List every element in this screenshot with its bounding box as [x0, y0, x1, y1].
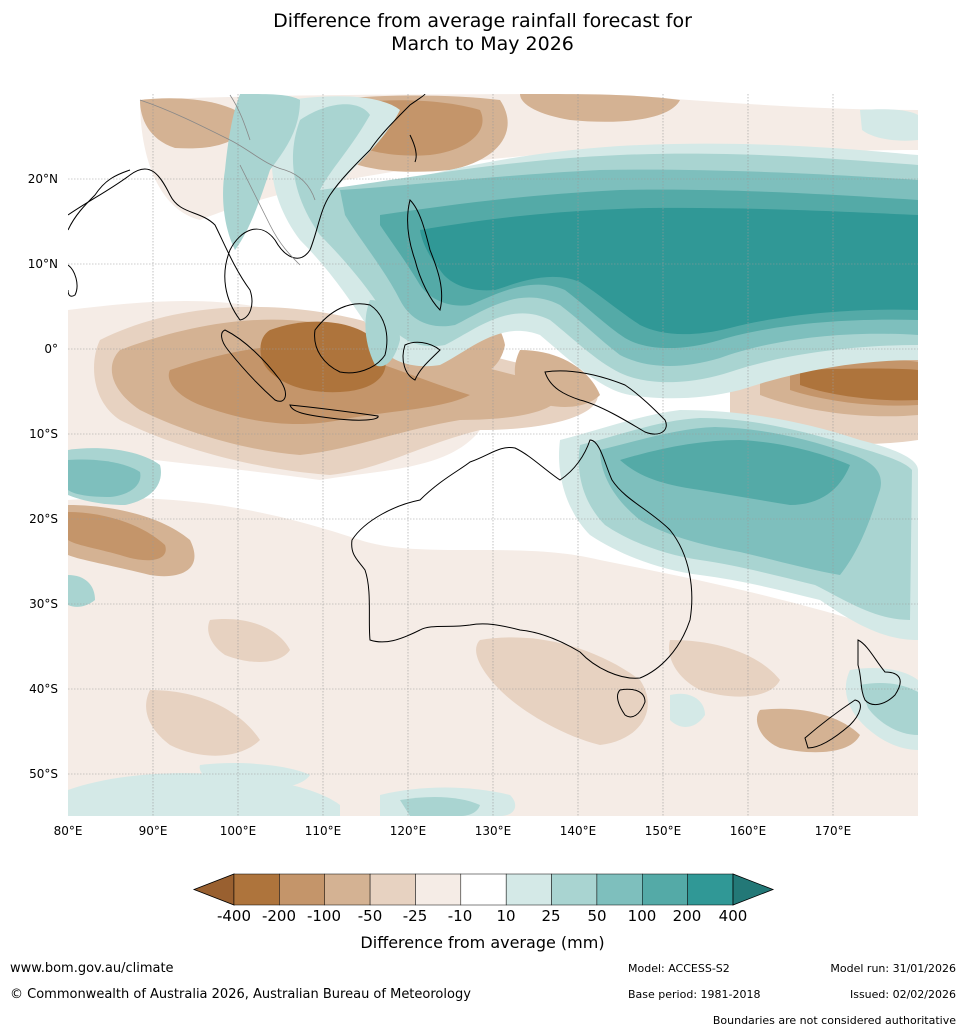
- lat-label-0: 0°: [44, 342, 58, 356]
- australia-coastline: [351, 439, 693, 679]
- legend-tick-minus-200: -200: [261, 907, 297, 925]
- legend-arrow-low: [192, 873, 235, 906]
- japan-taiwan-coastline: [409, 134, 417, 163]
- lon-label-130e: 130°E: [474, 824, 512, 838]
- model-name: Model: ACCESS-S2: [628, 962, 730, 975]
- legend-bar: [192, 873, 775, 906]
- legend-tick-minus-50: -50: [357, 907, 383, 925]
- legend-swatch: [279, 873, 325, 906]
- map-title: Difference from average rainfall forecas…: [0, 10, 965, 56]
- lon-label-100e: 100°E: [219, 824, 257, 838]
- lon-label-90e: 90°E: [138, 824, 168, 838]
- legend-swatch: [324, 873, 371, 906]
- legend-tick-25: 25: [541, 907, 561, 925]
- legend-swatch: [642, 873, 688, 906]
- country-borders: [139, 94, 316, 266]
- legend-tick-100: 100: [627, 907, 657, 925]
- legend-swatch: [551, 873, 598, 906]
- lat-label-10s: 10°S: [29, 427, 58, 441]
- legend-tick-200: 200: [672, 907, 702, 925]
- legend-tick-10: 10: [496, 907, 516, 925]
- copyright-notice: © Commonwealth of Australia 2026, Austra…: [10, 987, 471, 1002]
- borneo-coastline: [314, 303, 388, 374]
- legend-tick-minus-400: -400: [216, 907, 252, 925]
- lon-label-110e: 110°E: [304, 824, 342, 838]
- legend-title: Difference from average (mm): [360, 933, 605, 952]
- legend-swatch: [505, 873, 552, 906]
- legend-swatch: [596, 873, 643, 906]
- sulawesi-coastline: [402, 341, 441, 381]
- issued-date: Issued: 02/02/2026: [849, 988, 956, 1001]
- legend-tick-50: 50: [587, 907, 607, 925]
- legend-tick-minus-25: -25: [402, 907, 428, 925]
- graticule: [68, 94, 918, 816]
- lat-label-50s: 50°S: [29, 767, 58, 781]
- boundaries-disclaimer: Boundaries are not considered authoritat…: [712, 1014, 956, 1027]
- new-zealand-south-coastline: [804, 699, 861, 749]
- legend-swatch: [415, 873, 462, 906]
- lat-label-40s: 40°S: [29, 682, 58, 696]
- new-zealand-north-coastline: [857, 639, 901, 706]
- coastlines: [68, 94, 901, 749]
- new-guinea-coastline: [544, 370, 667, 435]
- model-run-date: Model run: 31/01/2026: [830, 962, 956, 975]
- lat-label-20n: 20°N: [27, 172, 58, 186]
- legend-swatch: [687, 873, 734, 906]
- legend-arrow-high: [732, 873, 775, 906]
- base-period: Base period: 1981-2018: [628, 988, 761, 1001]
- legend-tick-minus-10: -10: [447, 907, 473, 925]
- legend-swatch: [233, 873, 280, 906]
- lon-label-150e: 150°E: [644, 824, 682, 838]
- tasmania-coastline: [617, 688, 646, 718]
- india-coastline: [68, 169, 131, 231]
- lon-label-160e: 160°E: [729, 824, 767, 838]
- lon-label-140e: 140°E: [559, 824, 597, 838]
- philippines-coastline: [407, 199, 443, 311]
- asia-mainland-coastline: [68, 94, 426, 321]
- java-coastline: [289, 404, 379, 421]
- lon-label-170e: 170°E: [814, 824, 852, 838]
- legend-swatch: [460, 873, 507, 906]
- lon-label-120e: 120°E: [389, 824, 427, 838]
- legend-swatch: [369, 873, 416, 906]
- legend-tick-minus-100: -100: [306, 907, 342, 925]
- lon-label-80e: 80°E: [53, 824, 83, 838]
- title-line-1: Difference from average rainfall forecas…: [273, 10, 692, 32]
- wet-anomaly-field: [68, 94, 918, 816]
- sri-lanka-coastline: [68, 264, 78, 297]
- lat-label-20s: 20°S: [29, 512, 58, 526]
- website-link[interactable]: www.bom.gov.au/climate: [10, 961, 174, 976]
- lat-label-10n: 10°N: [27, 257, 58, 271]
- title-line-2: March to May 2026: [391, 33, 574, 55]
- legend-tick-400: 400: [718, 907, 748, 925]
- sumatra-coastline: [221, 329, 286, 402]
- lat-label-30s: 30°S: [29, 597, 58, 611]
